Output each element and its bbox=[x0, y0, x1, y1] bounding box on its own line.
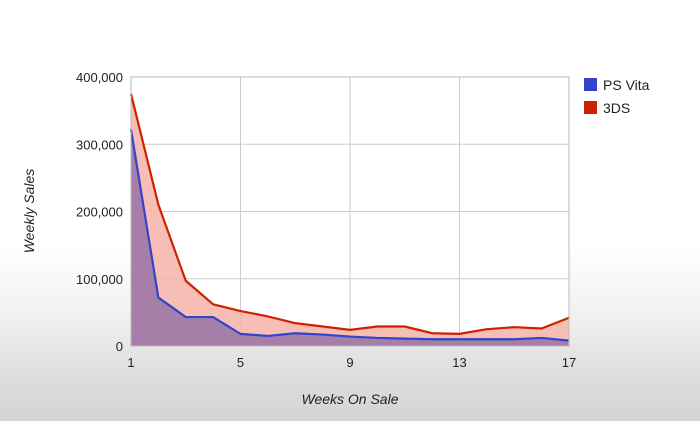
x-tick-label: 1 bbox=[127, 355, 134, 370]
y-tick-label: 300,000 bbox=[76, 137, 123, 152]
y-tick-label: 200,000 bbox=[76, 205, 123, 220]
y-tick-label: 100,000 bbox=[76, 272, 123, 287]
legend-swatch-3ds bbox=[584, 101, 597, 114]
legend-label-ps-vita: PS Vita bbox=[603, 77, 650, 93]
x-tick-label: 13 bbox=[452, 355, 466, 370]
line-3ds bbox=[129, 93, 570, 335]
grid-lines bbox=[131, 77, 569, 346]
line-ps-vita bbox=[129, 129, 570, 342]
x-axis-ticks: 1 5 9 13 17 bbox=[127, 355, 576, 370]
legend-label-3ds: 3DS bbox=[603, 100, 630, 116]
plot-frame bbox=[130, 76, 570, 347]
y-tick-label: 400,000 bbox=[76, 70, 123, 85]
area-ps-vita bbox=[131, 129, 569, 346]
series-lines bbox=[129, 93, 570, 342]
legend-swatch-ps-vita bbox=[584, 78, 597, 91]
x-tick-label: 9 bbox=[346, 355, 353, 370]
y-axis-title: Weekly Sales bbox=[21, 169, 37, 254]
x-tick-label: 5 bbox=[237, 355, 244, 370]
y-tick-label: 0 bbox=[116, 339, 123, 354]
y-axis-ticks: 0 100,000 200,000 300,000 400,000 bbox=[76, 70, 123, 354]
legend: PS Vita 3DS bbox=[584, 77, 650, 116]
x-axis-title: Weeks On Sale bbox=[301, 391, 398, 407]
series-areas bbox=[131, 93, 569, 346]
x-tick-label: 17 bbox=[562, 355, 576, 370]
